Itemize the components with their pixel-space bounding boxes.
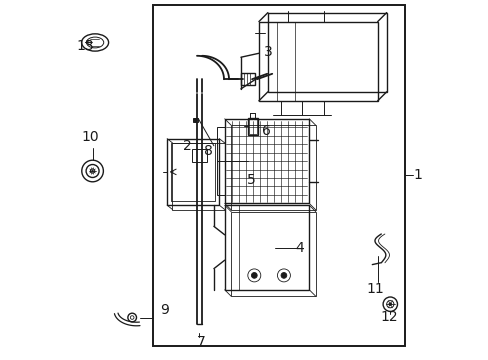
Text: 6: 6 xyxy=(261,125,270,138)
Bar xyxy=(152,5,404,346)
Text: 3: 3 xyxy=(264,45,272,59)
Text: 9: 9 xyxy=(160,303,168,317)
Text: 10: 10 xyxy=(81,130,99,144)
Circle shape xyxy=(388,303,391,306)
Circle shape xyxy=(281,273,286,278)
Bar xyxy=(258,22,377,101)
Bar xyxy=(224,205,309,290)
Bar xyxy=(241,73,254,85)
Bar xyxy=(231,212,315,296)
Bar xyxy=(167,139,219,205)
Text: 8: 8 xyxy=(204,144,213,158)
Text: 2: 2 xyxy=(183,139,192,153)
Text: 1: 1 xyxy=(412,168,421,181)
Text: 12: 12 xyxy=(380,310,397,324)
Circle shape xyxy=(194,119,197,122)
Bar xyxy=(249,119,257,134)
Circle shape xyxy=(251,273,257,278)
Text: 13: 13 xyxy=(77,39,94,53)
Bar xyxy=(231,125,315,210)
Bar xyxy=(216,127,224,195)
Bar xyxy=(191,149,207,162)
Bar xyxy=(172,143,224,210)
Bar xyxy=(193,118,198,122)
Text: 5: 5 xyxy=(247,173,256,187)
Bar xyxy=(171,143,215,201)
Bar xyxy=(224,119,309,203)
Text: 7: 7 xyxy=(197,335,205,349)
Bar xyxy=(247,118,258,135)
Text: 4: 4 xyxy=(294,242,303,255)
Bar xyxy=(267,13,386,92)
Text: 11: 11 xyxy=(365,282,383,296)
